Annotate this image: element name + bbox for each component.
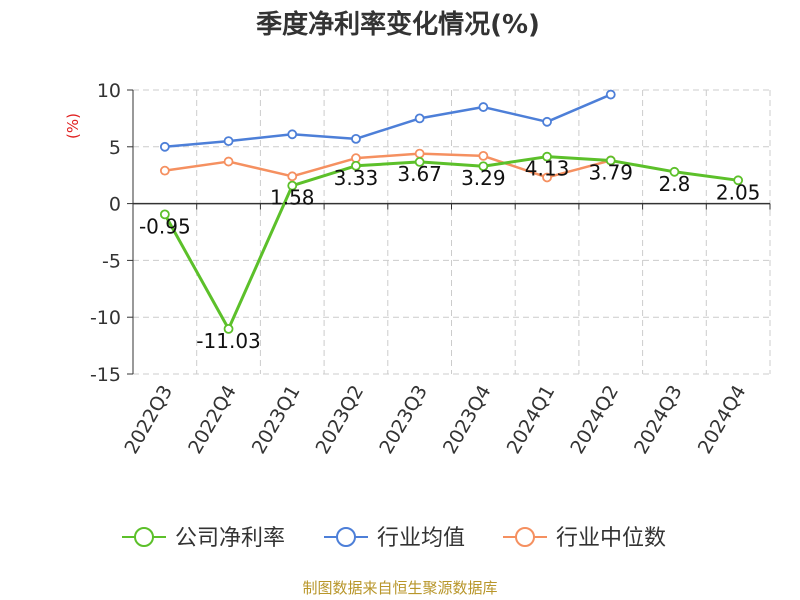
data-point (669, 166, 680, 177)
legend-label-median: 行业中位数 (556, 526, 666, 551)
data-label: 2.8 (659, 172, 691, 196)
data-labels: -0.95 -11.03 1.58 3.33 3.67 3.29 4.13 3.79 2.8 2.… (139, 157, 760, 353)
y-tick-label: -10 (90, 307, 121, 329)
data-point (287, 171, 298, 182)
x-tick-label: 2022Q4 (184, 382, 241, 458)
x-tick-label: 2023Q3 (375, 382, 432, 458)
data-label: 3.67 (397, 162, 442, 186)
data-point (287, 129, 298, 140)
data-label: 3.29 (461, 166, 506, 190)
x-tick-label: 2023Q2 (312, 382, 369, 458)
data-point (478, 161, 489, 172)
data-point (159, 209, 170, 220)
y-tick-label: 0 (109, 194, 121, 216)
x-tick-label: 2024Q3 (630, 382, 687, 458)
series-line (163, 155, 739, 331)
series-layer (159, 89, 744, 334)
data-point (733, 175, 744, 186)
series-line (164, 93, 612, 149)
legend-marker-median (515, 527, 535, 547)
x-tick-label: 2024Q1 (503, 382, 560, 458)
legend-item-industry-mean[interactable]: 行业均值 (324, 526, 465, 551)
x-tick-label: 2023Q1 (248, 382, 305, 458)
data-label: -0.95 (139, 214, 191, 238)
data-point (159, 141, 170, 152)
legend-marker-mean (336, 527, 356, 547)
x-tick-label: 2024Q4 (694, 382, 751, 458)
legend-item-industry-median[interactable]: 行业中位数 (503, 526, 666, 551)
data-label: 4.13 (525, 157, 570, 181)
y-axis-label: (%) (64, 113, 82, 139)
y-tick-label: -15 (90, 364, 121, 386)
legend-label-company: 公司净利率 (175, 526, 285, 551)
legend: 公司净利率 行业均值 行业中位数 (122, 526, 666, 551)
x-tick-label: 2024Q2 (566, 382, 623, 458)
data-label: 1.58 (270, 186, 315, 210)
data-point (478, 102, 489, 112)
legend-label-mean: 行业均值 (377, 526, 465, 551)
data-point (605, 155, 616, 166)
data-point (542, 172, 552, 183)
source-note: 制图数据来自恒生聚源数据库 (302, 579, 497, 597)
x-tick-label: 2022Q3 (120, 382, 177, 458)
data-point (223, 156, 234, 167)
series-line (164, 152, 612, 179)
legend-marker-company (134, 527, 154, 547)
data-point (223, 136, 234, 147)
y-tick-label: 10 (97, 80, 121, 102)
data-point (542, 116, 552, 127)
data-point (351, 160, 361, 171)
grid-lines (133, 89, 771, 375)
x-tick-label: 2023Q4 (439, 381, 496, 457)
data-label: 3.33 (334, 166, 379, 190)
data-point (478, 150, 489, 161)
y-tick-label: -5 (102, 250, 121, 272)
data-label: 3.79 (588, 161, 633, 185)
data-point (223, 324, 234, 334)
y-tick-label: 5 (109, 137, 121, 159)
data-label: 2.05 (716, 180, 761, 204)
data-point (287, 180, 298, 191)
legend-item-company-net-margin[interactable]: 公司净利率 (122, 526, 285, 551)
data-label: -11.03 (196, 329, 260, 353)
data-point (414, 148, 425, 159)
data-point (414, 157, 425, 167)
data-point (414, 113, 425, 124)
data-point (542, 151, 552, 162)
chart-title: 季度净利率变化情况(%) (256, 9, 540, 40)
data-point (605, 89, 616, 100)
data-point (159, 165, 170, 176)
data-point (351, 133, 361, 144)
